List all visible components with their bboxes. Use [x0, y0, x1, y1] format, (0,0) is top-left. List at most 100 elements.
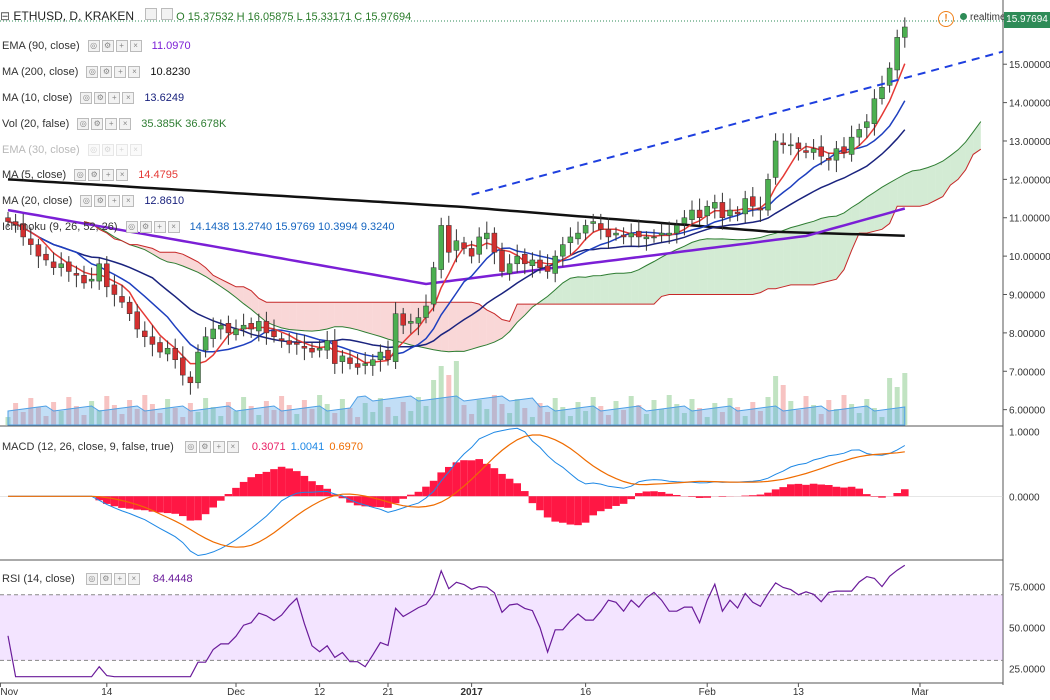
candle-body: [643, 236, 650, 240]
ichimoku-cloud-segment: [160, 252, 168, 262]
volume-bar: [894, 387, 900, 425]
collapse-icon[interactable]: ⊟: [0, 9, 11, 23]
macd-histogram-bar: [179, 496, 187, 517]
ichimoku-cloud-segment: [798, 223, 806, 285]
ichimoku-cloud-segment: [806, 221, 814, 285]
candle-body: [240, 324, 247, 330]
indicator-buttons[interactable]: ◎ ⚙ + ×: [125, 219, 182, 235]
indicator-name: EMA (90, close): [2, 40, 80, 52]
symbol-buttons[interactable]: [145, 8, 173, 23]
volume-bar: [347, 408, 353, 425]
price-axis-label: 6.00000: [1009, 406, 1046, 417]
candle-body: [180, 357, 186, 376]
macd-histogram-bar: [475, 459, 483, 497]
ichimoku-cloud-segment: [228, 282, 236, 298]
candle-body: [567, 236, 574, 243]
ichimoku-cloud-segment: [707, 238, 715, 295]
volume-bar: [438, 366, 444, 425]
ichimoku-cloud-segment: [623, 272, 632, 305]
indicator-legend-0: EMA (90, close) ◎ ⚙ + × 11.0970: [2, 38, 191, 54]
ichimoku-cloud-segment: [494, 313, 502, 343]
ichimoku-cloud-segment: [479, 304, 487, 347]
candle-body: [522, 253, 528, 265]
ohlc-values: O 15.37532 H 16.05875 L 15.33171 C 15.97…: [176, 11, 412, 23]
ichimoku-cloud-segment: [517, 304, 525, 323]
indicator-buttons[interactable]: ◎ ⚙ + ×: [80, 193, 136, 209]
macd-histogram-bar: [209, 496, 217, 508]
ichimoku-cloud-segment: [403, 302, 411, 346]
volume-bar: [750, 402, 756, 425]
candle-body: [195, 351, 201, 384]
volume-bar: [210, 407, 216, 425]
candle-body: [294, 342, 300, 345]
volume-bar: [887, 378, 893, 425]
price-axis-label: 8.00000: [1009, 329, 1046, 340]
volume-bar: [826, 400, 832, 425]
alert-icon[interactable]: !: [938, 11, 954, 27]
candle-body: [20, 223, 26, 238]
indicator-buttons[interactable]: ◎ ⚙ + ×: [74, 167, 130, 183]
ichimoku-cloud-segment: [266, 302, 274, 326]
indicator-buttons[interactable]: ◎ ⚙ + ×: [87, 38, 144, 54]
candle-body: [316, 347, 323, 351]
volume-bar: [727, 398, 733, 425]
ichimoku-cloud-segment: [920, 167, 928, 207]
ichimoku-cloud-segment: [874, 187, 882, 232]
volume-bar: [127, 400, 133, 425]
macd-histogram-bar: [399, 496, 407, 499]
candle-body: [780, 142, 786, 146]
macd-histogram-bar: [224, 494, 233, 497]
candle-body: [590, 221, 596, 224]
volume-bar: [294, 414, 300, 425]
macd-buttons[interactable]: ◎ ⚙ + ×: [184, 439, 241, 455]
symbol-row: ⊟ ETHUSD, D, KRAKEN O 15.37532 H 16.0587…: [0, 8, 411, 23]
candle-body: [263, 321, 270, 334]
candle-body: [119, 296, 125, 303]
volume-bar: [241, 397, 247, 425]
macd-histogram-bar: [505, 478, 514, 497]
macd-histogram-bar: [612, 496, 620, 506]
candle-body: [430, 267, 437, 305]
indicator-name: MA (20, close): [2, 195, 73, 207]
macd-histogram-bar: [407, 494, 415, 497]
candle-body: [856, 129, 862, 138]
ichimoku-cloud-segment: [570, 276, 578, 305]
macd-histogram-bar: [163, 496, 172, 514]
macd-histogram-bar: [369, 496, 377, 507]
volume-bar: [651, 400, 657, 425]
candle-body: [172, 347, 178, 361]
ma-20-line: [7, 129, 906, 349]
volume-bar: [20, 412, 26, 425]
ichimoku-cloud-segment: [882, 182, 890, 230]
candle-body: [66, 261, 72, 272]
volume-bar: [187, 403, 193, 425]
macd-histogram-bar: [323, 488, 331, 497]
ichimoku-cloud-segment: [730, 239, 738, 295]
time-axis-label: 16: [580, 687, 592, 698]
macd-legend: MACD (12, 26, close, 9, false, true) ◎ ⚙ +…: [2, 439, 363, 455]
ichimoku-cloud-segment: [760, 235, 768, 293]
candle-body: [795, 142, 802, 149]
ichimoku-cloud-segment: [258, 298, 267, 323]
ichimoku-cloud-segment: [752, 237, 761, 295]
macd-histogram-bar: [817, 484, 825, 497]
volume-bar: [324, 404, 330, 425]
rsi-line: [7, 564, 906, 678]
rsi-buttons[interactable]: ◎ ⚙ + ×: [85, 571, 142, 587]
macd-histogram-bar: [528, 496, 537, 504]
indicator-buttons[interactable]: ◎ ⚙ + ×: [86, 64, 142, 80]
ichimoku-cloud-segment: [828, 216, 837, 282]
macd-histogram-bar: [452, 462, 461, 497]
volume-bar: [803, 396, 809, 425]
candle-body: [704, 205, 710, 217]
indicator-buttons[interactable]: ◎ ⚙ + ×: [80, 90, 136, 106]
volume-bar: [545, 412, 551, 425]
macd-histogram-bar: [414, 491, 423, 497]
macd-histogram-bar: [521, 491, 529, 497]
indicator-buttons[interactable]: ◎ ⚙ + ×: [77, 116, 133, 132]
indicator-buttons[interactable]: ◎ ⚙ + ×: [87, 142, 144, 158]
macd-histogram-bar: [589, 496, 597, 516]
candle-body: [286, 340, 292, 345]
indicator-legend-4: EMA (30, close) ◎ ⚙ + ×: [2, 142, 152, 158]
